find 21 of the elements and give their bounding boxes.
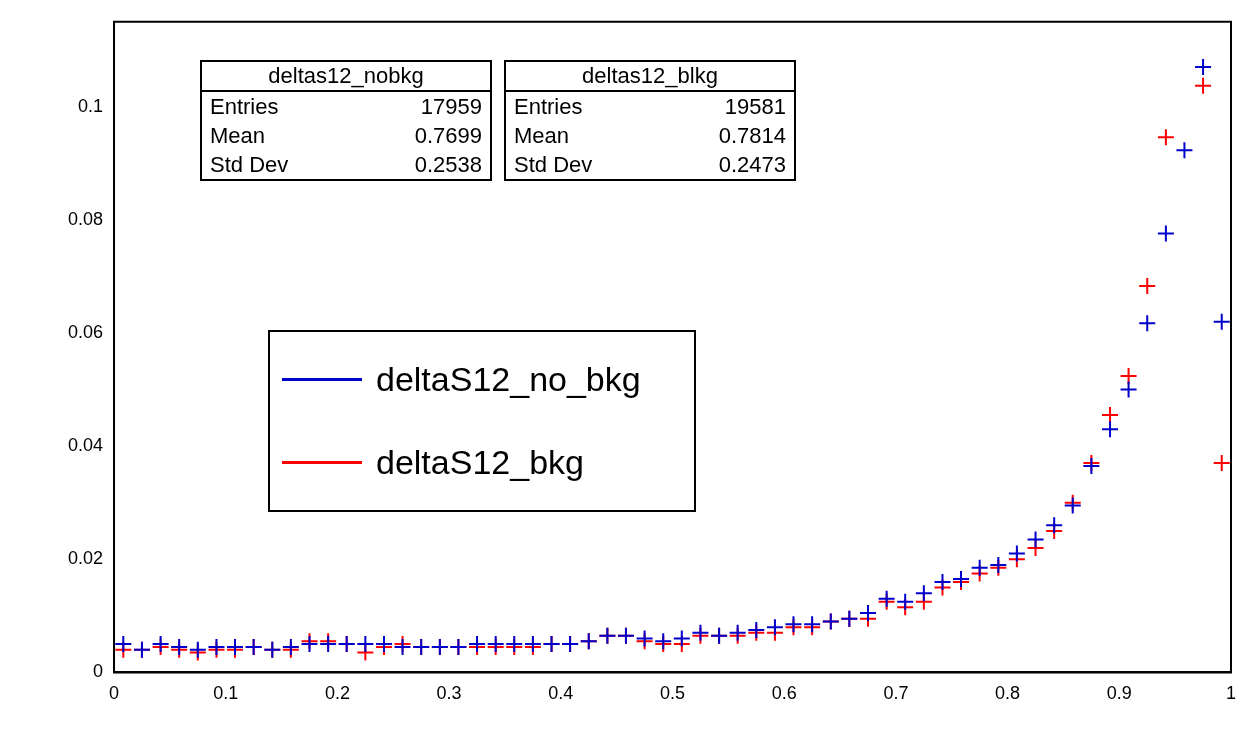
x-tick-label: 0.8 xyxy=(995,683,1021,704)
x-tick-label: 0.2 xyxy=(324,683,350,704)
x-tick-label: 0.4 xyxy=(548,683,574,704)
y-tick-label: 0.02 xyxy=(67,548,104,569)
x-tick-label: 0 xyxy=(109,683,120,704)
x-tick-label: 0.7 xyxy=(883,683,909,704)
x-tick-label: 0.5 xyxy=(660,683,686,704)
legend-label: deltaS12_bkg xyxy=(376,443,584,482)
x-tick-label: 0.6 xyxy=(771,683,797,704)
y-tick-label: 0 xyxy=(93,661,104,682)
y-tick-label: 0.04 xyxy=(67,435,104,456)
x-tick-label: 0.9 xyxy=(1106,683,1132,704)
y-tick-label: 0.1 xyxy=(78,95,104,116)
x-tick-label: 0.3 xyxy=(436,683,462,704)
y-tick-label: 0.06 xyxy=(67,321,104,342)
text: deltas12_blkg Entries 19581 Mean 0.7814 Std Dev 0.2473 xyxy=(514,63,786,177)
legend-label: deltaS12_no_bkg xyxy=(376,360,641,399)
y-tick-label: 0.08 xyxy=(67,208,104,229)
x-tick-label: 0.1 xyxy=(213,683,239,704)
text: deltas12_nobkg Entries 17959 Mean 0.7699 Std Dev 0.2538 xyxy=(210,63,482,177)
x-tick-label: 1 xyxy=(1225,683,1237,704)
